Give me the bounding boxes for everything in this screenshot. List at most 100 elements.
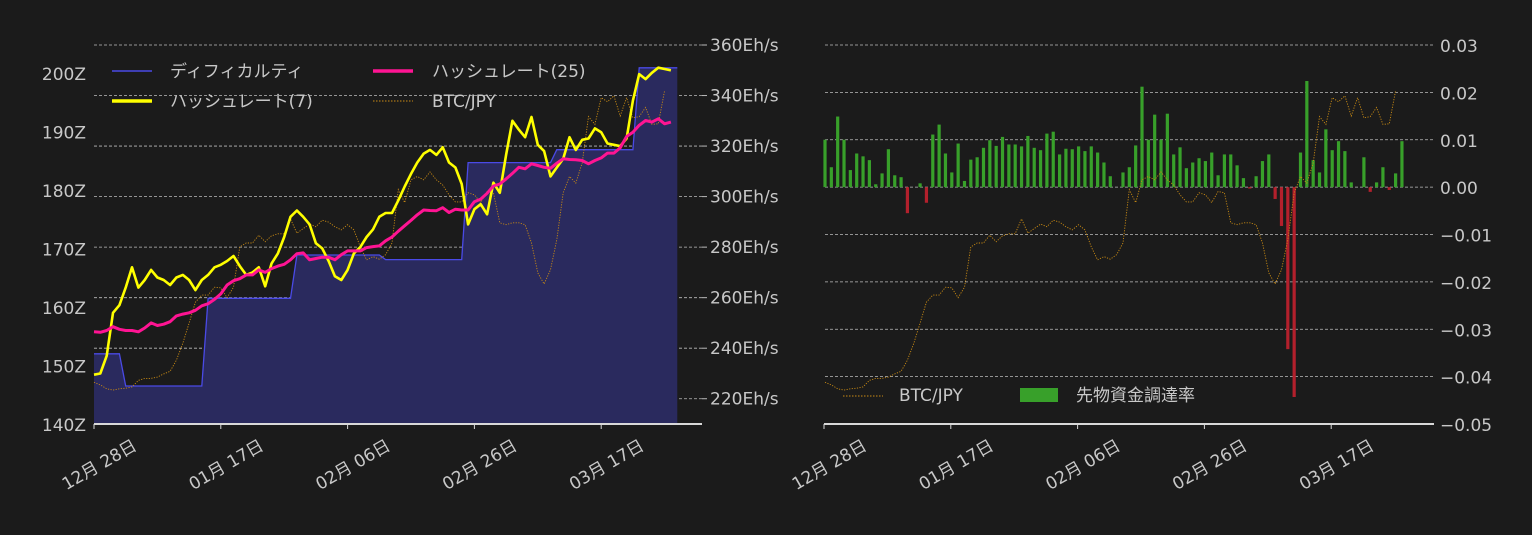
funding-rate-bar <box>1096 152 1100 188</box>
funding-rate-bar <box>1203 161 1207 188</box>
funding-rate-bar <box>1267 154 1271 188</box>
right-axis-label: 320Eh/s <box>710 137 779 157</box>
funding-rate-bar <box>937 124 941 188</box>
funding-rate-bar <box>1007 144 1011 188</box>
funding-rate-bar <box>1292 187 1296 397</box>
funding-rate-bar <box>1013 144 1017 188</box>
left-chart: 220Eh/s 240Eh/s 260Eh/s 280Eh/s 300Eh/s 320Eh… <box>42 36 779 495</box>
right-axis-label: −0.03 <box>1440 321 1492 341</box>
funding-rate-bar <box>1273 187 1277 199</box>
right-axis-label: 0.02 <box>1440 84 1478 104</box>
right-axis-label: 260Eh/s <box>710 289 779 309</box>
x-tick-label: 02月 26日 <box>439 436 521 495</box>
funding-rate-bar <box>1368 187 1372 192</box>
funding-rate-bar <box>988 140 992 188</box>
difficulty-area <box>94 67 678 425</box>
legend-hashrate25-label: ハッシュレート(25) <box>432 62 586 82</box>
right-axis-label: 0.01 <box>1440 132 1478 152</box>
funding-rate-bar <box>1362 157 1366 188</box>
funding-rate-bar <box>1298 152 1303 188</box>
left-axis-label: 180Z <box>42 182 86 202</box>
right-axis-label: 340Eh/s <box>710 87 779 107</box>
left-axis-label: 170Z <box>42 241 86 261</box>
funding-rate-bar <box>1019 146 1024 188</box>
right-axis-label: −0.05 <box>1440 416 1492 436</box>
funding-rate-bar <box>931 134 935 188</box>
funding-rate-bar <box>1102 162 1106 188</box>
funding-rate-bar <box>1070 149 1074 188</box>
funding-rate-bar <box>1387 187 1391 190</box>
hashrate25-line <box>93 117 672 334</box>
x-tick-label: 02月 06日 <box>1043 436 1125 495</box>
right-axis-label: 280Eh/s <box>710 238 779 258</box>
funding-rate-bar <box>1317 172 1322 188</box>
funding-rate-bar <box>1343 151 1347 188</box>
right-axis-label: −0.04 <box>1440 369 1492 389</box>
funding-rate-bar <box>836 116 840 188</box>
funding-rate-bar <box>1172 154 1176 188</box>
x-tick-label: 03月 17日 <box>1296 436 1378 495</box>
right-legend: BTC/JPY 先物資金調達率 <box>843 386 1195 406</box>
funding-rate-bar <box>855 153 859 188</box>
right-axis-label: −0.02 <box>1440 274 1492 294</box>
funding-rate-bar <box>1000 136 1005 188</box>
btc-jpy-line <box>824 90 1397 391</box>
left-axis-label: 160Z <box>42 299 86 319</box>
x-tick-label: 12月 28日 <box>789 436 871 495</box>
legend-btc-label: BTC/JPY <box>432 92 497 112</box>
funding-rate-bar <box>1248 187 1252 189</box>
right-axis-label: −0.01 <box>1440 227 1492 247</box>
funding-rate-bar <box>1197 158 1201 188</box>
x-tick-label: 02月 26日 <box>1169 436 1251 495</box>
funding-rate-bar <box>1229 154 1233 188</box>
funding-rate-bar <box>1045 133 1049 188</box>
funding-rate-bar <box>975 157 979 188</box>
legend-difficulty-label: ディフィカルティ <box>170 61 303 82</box>
funding-rate-bar <box>1216 175 1220 188</box>
left-axis-label: 200Z <box>42 65 86 85</box>
legend-funding-swatch <box>1020 388 1058 402</box>
funding-rate-bar <box>1349 182 1353 188</box>
right-axis-label: 360Eh/s <box>710 36 779 56</box>
funding-rate-bar <box>1400 141 1404 188</box>
funding-rate-bar <box>886 149 890 188</box>
x-tick-label: 02月 06日 <box>313 436 395 495</box>
funding-rate-bar <box>880 173 884 188</box>
left-axis-label: 150Z <box>42 358 86 378</box>
funding-rate-bar <box>1210 152 1214 188</box>
funding-rate-bar <box>1121 172 1125 188</box>
x-tick-label: 01月 17日 <box>186 436 268 495</box>
funding-rate-bar <box>1178 147 1182 188</box>
funding-rate-bar <box>1235 165 1239 188</box>
funding-rate-bar <box>1032 147 1036 188</box>
funding-rate-bar <box>1026 135 1030 188</box>
funding-rate-bar <box>867 160 871 188</box>
funding-rate-bar <box>899 177 903 188</box>
funding-rate-bar <box>950 172 954 188</box>
funding-rate-bar <box>1184 168 1188 188</box>
funding-rate-bar <box>956 143 960 188</box>
right-axis-label: 240Eh/s <box>710 339 779 359</box>
funding-rate-bar <box>1051 131 1055 188</box>
funding-rate-bar <box>943 153 948 188</box>
funding-rate-bar <box>1222 154 1227 188</box>
funding-rate-bar <box>1083 151 1087 188</box>
right-axis-label: 0.03 <box>1440 37 1478 57</box>
funding-rate-bar <box>1127 167 1131 188</box>
funding-rate-bar <box>1381 167 1385 188</box>
legend-funding-label: 先物資金調達率 <box>1076 386 1195 406</box>
funding-rate-bar <box>823 139 827 188</box>
funding-rate-bar <box>1108 176 1112 188</box>
funding-rate-bar <box>918 183 922 188</box>
funding-rate-bar <box>981 147 986 188</box>
funding-rate-bar <box>1330 150 1334 188</box>
right-chart: −0.05 −0.04 −0.03 −0.02 −0.01 0.00 0.01 0.02 0.0… <box>789 37 1492 495</box>
funding-rate-bar <box>829 167 833 188</box>
funding-rate-bar <box>1311 160 1315 188</box>
hashrate7-line <box>93 66 672 376</box>
x-tick-label: 12月 28日 <box>59 436 141 495</box>
funding-rate-bar <box>1140 86 1144 188</box>
legend-btc-label: BTC/JPY <box>899 386 964 406</box>
left-legend: ディフィカルティ ハッシュレート(25) ハッシュレート(7) BTC/JPY <box>112 61 586 112</box>
